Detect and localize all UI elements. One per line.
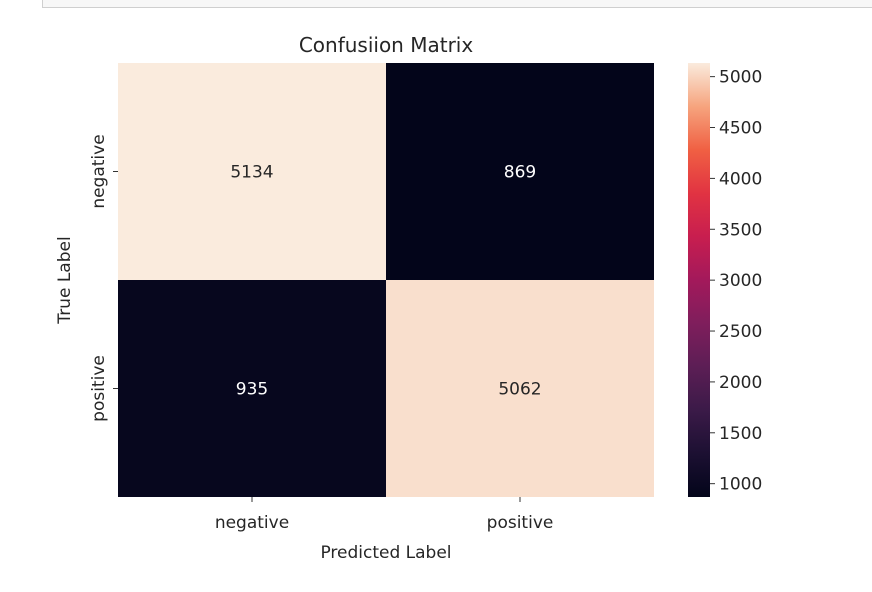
colorbar-tick-label: 2000 xyxy=(719,373,762,393)
y-tick-label: positive xyxy=(89,355,109,422)
colorbar-tick-label: 4500 xyxy=(719,119,762,139)
colorbar-tick-label: 3000 xyxy=(719,271,762,291)
heatmap-cell xyxy=(118,63,386,280)
colorbar-tick-label: 3500 xyxy=(719,220,762,240)
heatmap-cell xyxy=(386,280,654,497)
y-axis-label: True Label xyxy=(55,236,75,324)
cell-value-label: 5062 xyxy=(498,380,541,400)
heatmap-cell xyxy=(118,280,386,497)
chart-title: Confusiion Matrix xyxy=(299,33,474,57)
colorbar-tick-label: 5000 xyxy=(719,68,762,88)
colorbar-tick-label: 1000 xyxy=(719,475,762,495)
x-tick-label: positive xyxy=(487,513,554,533)
colorbar-tick-label: 1500 xyxy=(719,424,762,444)
cell-value-label: 869 xyxy=(504,163,536,183)
notebook-cell-edge xyxy=(42,0,872,8)
x-tick-label: negative xyxy=(215,513,289,533)
colorbar-tick-label: 4000 xyxy=(719,169,762,189)
heatmap-cell xyxy=(386,63,654,280)
cell-value-label: 935 xyxy=(236,380,268,400)
colorbar xyxy=(688,63,710,497)
colorbar-tick-label: 2500 xyxy=(719,322,762,342)
y-tick-label: negative xyxy=(89,134,109,208)
x-axis-label: Predicted Label xyxy=(320,543,451,563)
cell-value-label: 5134 xyxy=(230,163,273,183)
